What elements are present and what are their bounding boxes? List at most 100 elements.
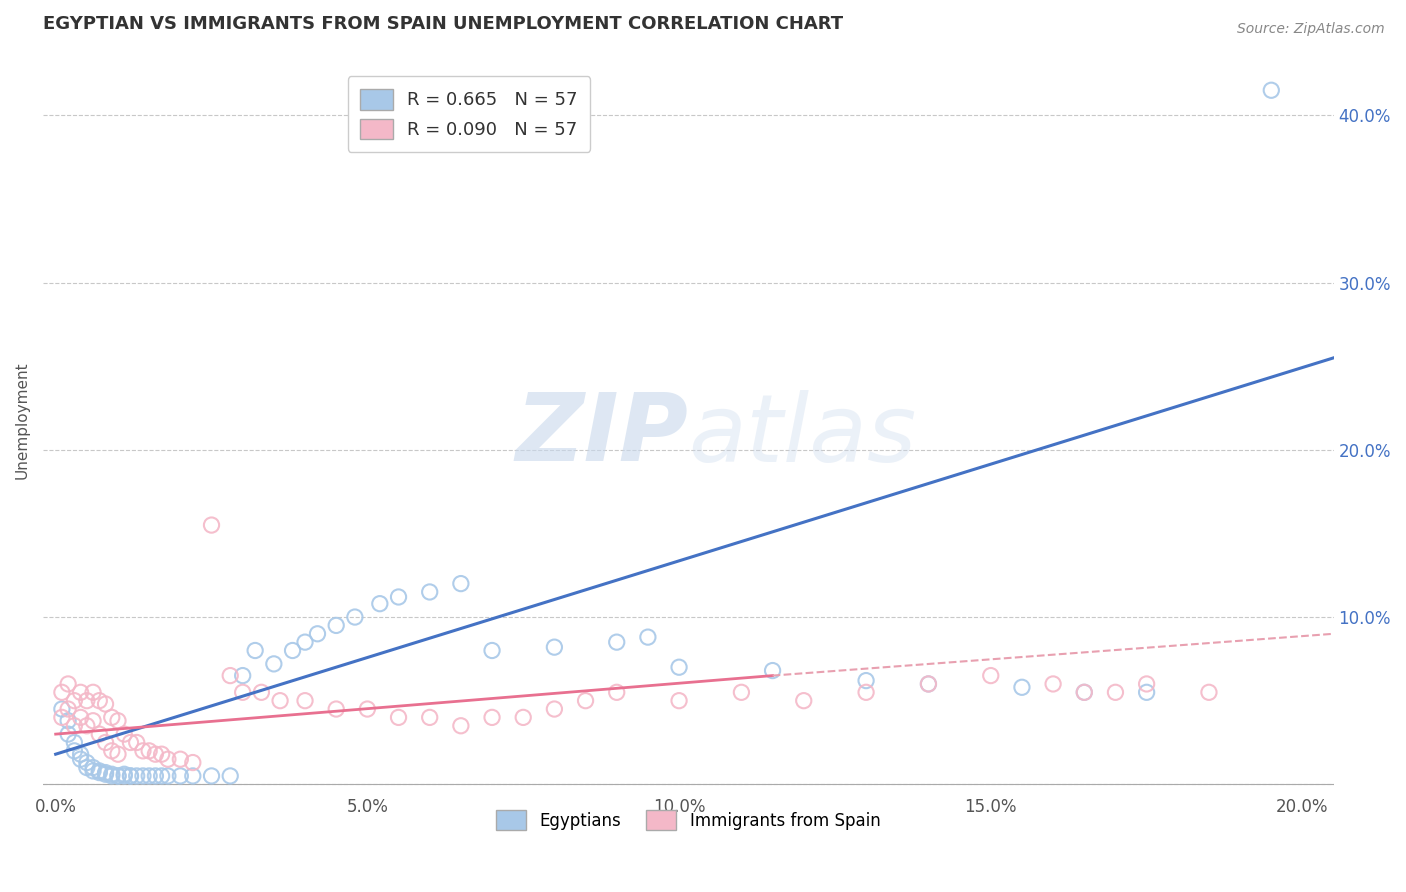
Point [51,710,73,724]
Point [82,685,104,699]
Point [281,643,304,657]
Point [51,685,73,699]
Point [606,635,628,649]
Point [145,747,167,762]
Point [200,518,222,533]
Point [232,668,254,682]
Point [1042,677,1064,691]
Point [69,747,91,762]
Point [250,685,273,699]
Point [150,747,173,762]
Point [82,761,104,775]
Point [200,769,222,783]
Point [368,597,391,611]
Point [100,769,122,783]
Point [69,710,91,724]
Point [51,702,73,716]
Point [512,710,534,724]
Point [232,685,254,699]
Point [1104,685,1126,699]
Point [112,767,135,781]
Point [107,769,129,783]
Point [325,618,347,632]
Point [169,752,191,766]
Point [637,630,659,644]
Point [89,765,111,780]
Point [56,702,79,716]
Point [76,761,98,775]
Point [855,673,877,688]
Point [94,697,117,711]
Point [543,640,565,655]
Text: EGYPTIAN VS IMMIGRANTS FROM SPAIN UNEMPLOYMENT CORRELATION CHART: EGYPTIAN VS IMMIGRANTS FROM SPAIN UNEMPL… [44,15,844,33]
Point [980,668,1002,682]
Point [145,769,167,783]
Point [1073,685,1095,699]
Point [343,610,366,624]
Point [219,668,242,682]
Point [419,710,441,724]
Point [63,744,86,758]
Point [138,744,160,758]
Point [606,685,628,699]
Point [1136,677,1159,691]
Point [668,660,690,674]
Point [543,702,565,716]
Point [387,590,409,604]
Point [69,685,91,699]
Point [325,702,347,716]
Point [1260,83,1282,97]
Point [263,657,285,671]
Text: atlas: atlas [689,390,917,481]
Point [107,747,129,762]
Point [307,627,329,641]
Point [294,635,316,649]
Point [107,769,129,783]
Point [56,727,79,741]
Point [89,727,111,741]
Point [294,694,316,708]
Point [94,765,117,780]
Text: Source: ZipAtlas.com: Source: ZipAtlas.com [1237,22,1385,37]
Point [76,694,98,708]
Point [793,694,815,708]
Point [89,694,111,708]
Point [387,710,409,724]
Point [855,685,877,699]
Point [132,769,155,783]
Point [450,719,472,733]
Point [89,764,111,778]
Point [76,719,98,733]
Point [94,767,117,781]
Point [156,752,179,766]
Point [132,744,155,758]
Point [917,677,939,691]
Point [668,694,690,708]
Point [419,585,441,599]
Point [761,664,783,678]
Point [1073,685,1095,699]
Point [481,643,503,657]
Point [56,677,79,691]
Point [120,769,142,783]
Point [450,576,472,591]
Point [181,756,204,770]
Point [730,685,752,699]
Point [100,710,122,724]
Point [112,727,135,741]
Point [125,769,148,783]
Point [82,714,104,728]
Point [356,702,378,716]
Point [138,769,160,783]
Point [481,710,503,724]
Point [94,735,117,749]
Point [1011,681,1033,695]
Point [56,714,79,728]
Point [69,752,91,766]
Point [63,735,86,749]
Point [219,769,242,783]
Point [269,694,291,708]
Point [100,767,122,781]
Point [112,769,135,783]
Point [156,769,179,783]
